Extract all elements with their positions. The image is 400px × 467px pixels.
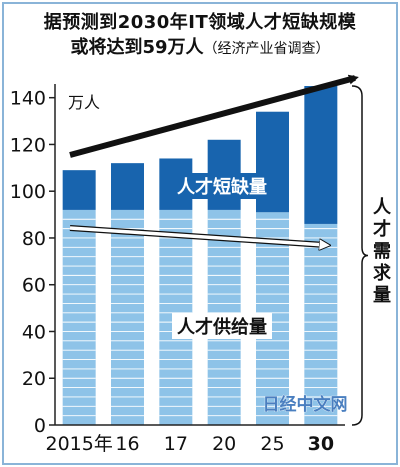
y-tick-label-120: 120 (10, 134, 46, 156)
supply-label-box (172, 313, 272, 339)
chart-title-source-note: （经济产业省调查） (203, 41, 330, 57)
y-unit-label: 万人 (68, 93, 100, 112)
y-tick-label-80: 80 (22, 228, 46, 250)
watermark: 日经中文网 (263, 394, 348, 415)
shortage-label: 人才短缺量 (177, 176, 267, 198)
bar-shortage-16 (111, 163, 144, 210)
demand-bracket-label: 人才需求量 (373, 197, 392, 306)
y-tick-label-60: 60 (22, 275, 46, 297)
x-tick-label-25: 25 (260, 433, 284, 455)
x-tick-label-20: 20 (212, 433, 236, 455)
y-tick-label-140: 140 (10, 88, 46, 110)
bar-supply-16 (111, 209, 144, 425)
chart-title-line2: 或将达到59万人（经济产业省调查） (0, 33, 400, 59)
bar-supply-30 (304, 223, 338, 425)
x-tick-label-30: 30 (308, 433, 334, 455)
x-tick-label-16: 16 (115, 433, 139, 455)
x-tick-label-2015年: 2015年 (45, 433, 112, 455)
chart-title-line1: 据预测到2030年IT领域人才短缺规模 (43, 12, 357, 33)
y-tick-label-100: 100 (10, 181, 46, 203)
x-tick-label-17: 17 (164, 433, 188, 455)
shortage-label-box (172, 173, 272, 199)
supply-trend-arrow (69, 226, 325, 245)
chart-title-main: 或将达到59万人 (70, 37, 204, 58)
bars (62, 86, 338, 426)
y-tick-label-40: 40 (22, 321, 46, 343)
demand-trend-arrow (69, 74, 359, 158)
demand-bracket (351, 85, 369, 426)
supply-label: 人才供给量 (177, 316, 267, 338)
axes: 0 20 40 60 80 100 120 140 万人 2015年 16 17 20 25 30 (10, 84, 345, 455)
bar-shortage-30 (304, 86, 338, 224)
y-tick-label-0: 0 (34, 415, 46, 437)
bar-supply-2015年 (62, 209, 96, 425)
bar-shortage-2015年 (62, 170, 96, 210)
y-tick-label-20: 20 (22, 368, 46, 390)
